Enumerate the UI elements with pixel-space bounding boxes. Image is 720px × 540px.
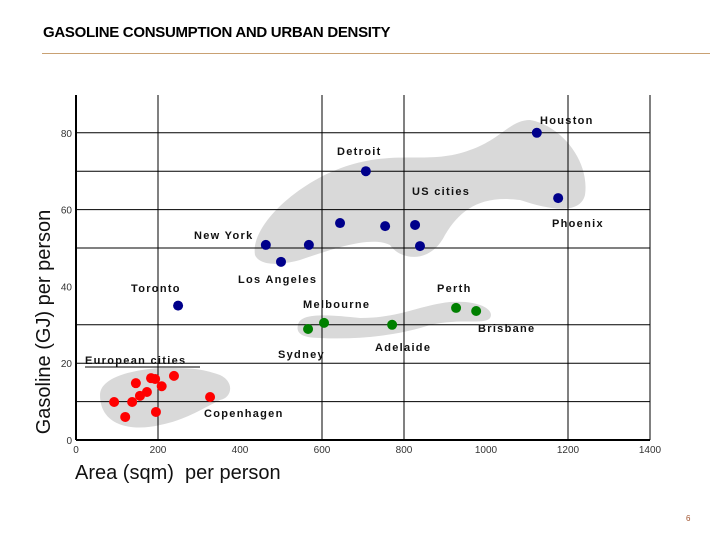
- annotation-phoenix: Phoenix: [552, 218, 604, 230]
- x-tick-label: 400: [232, 445, 249, 456]
- annotation-sydney: Sydney: [278, 349, 325, 361]
- annotation-toronto: Toronto: [131, 283, 181, 295]
- x-tick-label: 0: [73, 445, 79, 456]
- annotation-los-angeles: Los Angeles: [238, 274, 317, 286]
- x-tick-label: 1400: [639, 445, 662, 456]
- us-city-point: [276, 256, 286, 267]
- y-tick-label: 80: [61, 129, 73, 140]
- annotation-brisbane: Brisbane: [478, 323, 535, 335]
- annotation-detroit: Detroit: [337, 146, 382, 158]
- australian-cities-cluster: [297, 301, 491, 339]
- europe-city-point: [141, 387, 152, 397]
- slide-title: GASOLINE CONSUMPTION AND URBAN DENSITY: [43, 24, 391, 41]
- us-cities-cluster: [254, 120, 586, 264]
- europe-city-point: [156, 381, 167, 392]
- x-tick-label: 1000: [475, 445, 498, 456]
- x-tick-label: 200: [150, 445, 167, 456]
- us-city-point: [553, 193, 564, 204]
- x-tick-label: 600: [314, 445, 331, 456]
- annotation-melbourne: Melbourne: [303, 299, 370, 311]
- title-divider: [42, 53, 710, 54]
- tick-labels: 0 200 400 600 800 1000 1200 1400 0 20 40 60 80: [61, 129, 662, 456]
- y-tick-label: 20: [61, 359, 73, 370]
- us-city-point: [414, 241, 425, 252]
- us-city-point: [173, 300, 184, 311]
- us-city-point: [531, 127, 542, 138]
- europe-city-point: [150, 373, 161, 384]
- us-city-point: [380, 221, 391, 232]
- australia-city-point: [471, 305, 482, 316]
- annotation-houston: Houston: [540, 115, 594, 127]
- y-tick-label: 60: [61, 206, 73, 217]
- y-tick-label: 40: [61, 282, 73, 293]
- australia-city-point: [387, 319, 398, 330]
- europe-city-point: [127, 396, 138, 407]
- australia-city-point: [451, 302, 462, 313]
- us-city-point: [410, 219, 421, 230]
- y-axis-label: Gasoline (GJ) per person: [33, 210, 55, 435]
- cluster-shapes: [100, 120, 586, 428]
- annotation-copenhagen: Copenhagen: [204, 408, 284, 420]
- europe-city-point: [205, 391, 216, 402]
- europe-city-point: [109, 396, 120, 407]
- page-number: 6: [686, 514, 691, 523]
- annotation-us-cities: US cities: [412, 186, 470, 198]
- us-city-point: [303, 239, 314, 250]
- us-city-point: [360, 166, 371, 177]
- australia-city-point: [303, 324, 314, 335]
- annotations: Houston Detroit US cities Phoenix New York Lo…: [85, 115, 604, 420]
- europe-city-point: [168, 370, 179, 381]
- x-tick-label: 1200: [557, 445, 580, 456]
- europe-city-point: [150, 406, 161, 417]
- x-tick-label: 800: [396, 445, 413, 456]
- grid: [75, 95, 651, 441]
- annotation-adelaide: Adelaide: [375, 342, 431, 354]
- australia-city-point: [319, 317, 330, 328]
- annotation-perth: Perth: [437, 283, 472, 295]
- europe-city-point: [130, 378, 141, 389]
- x-axis-label: Area (sqm) per person: [75, 462, 281, 484]
- y-tick-label: 0: [66, 436, 72, 447]
- annotation-new-york: New York: [194, 230, 254, 242]
- europe-city-point: [120, 411, 131, 422]
- us-city-point: [260, 239, 271, 250]
- data-points: [109, 127, 564, 422]
- us-city-point: [335, 218, 346, 229]
- annotation-european-cities: European cities: [85, 355, 186, 367]
